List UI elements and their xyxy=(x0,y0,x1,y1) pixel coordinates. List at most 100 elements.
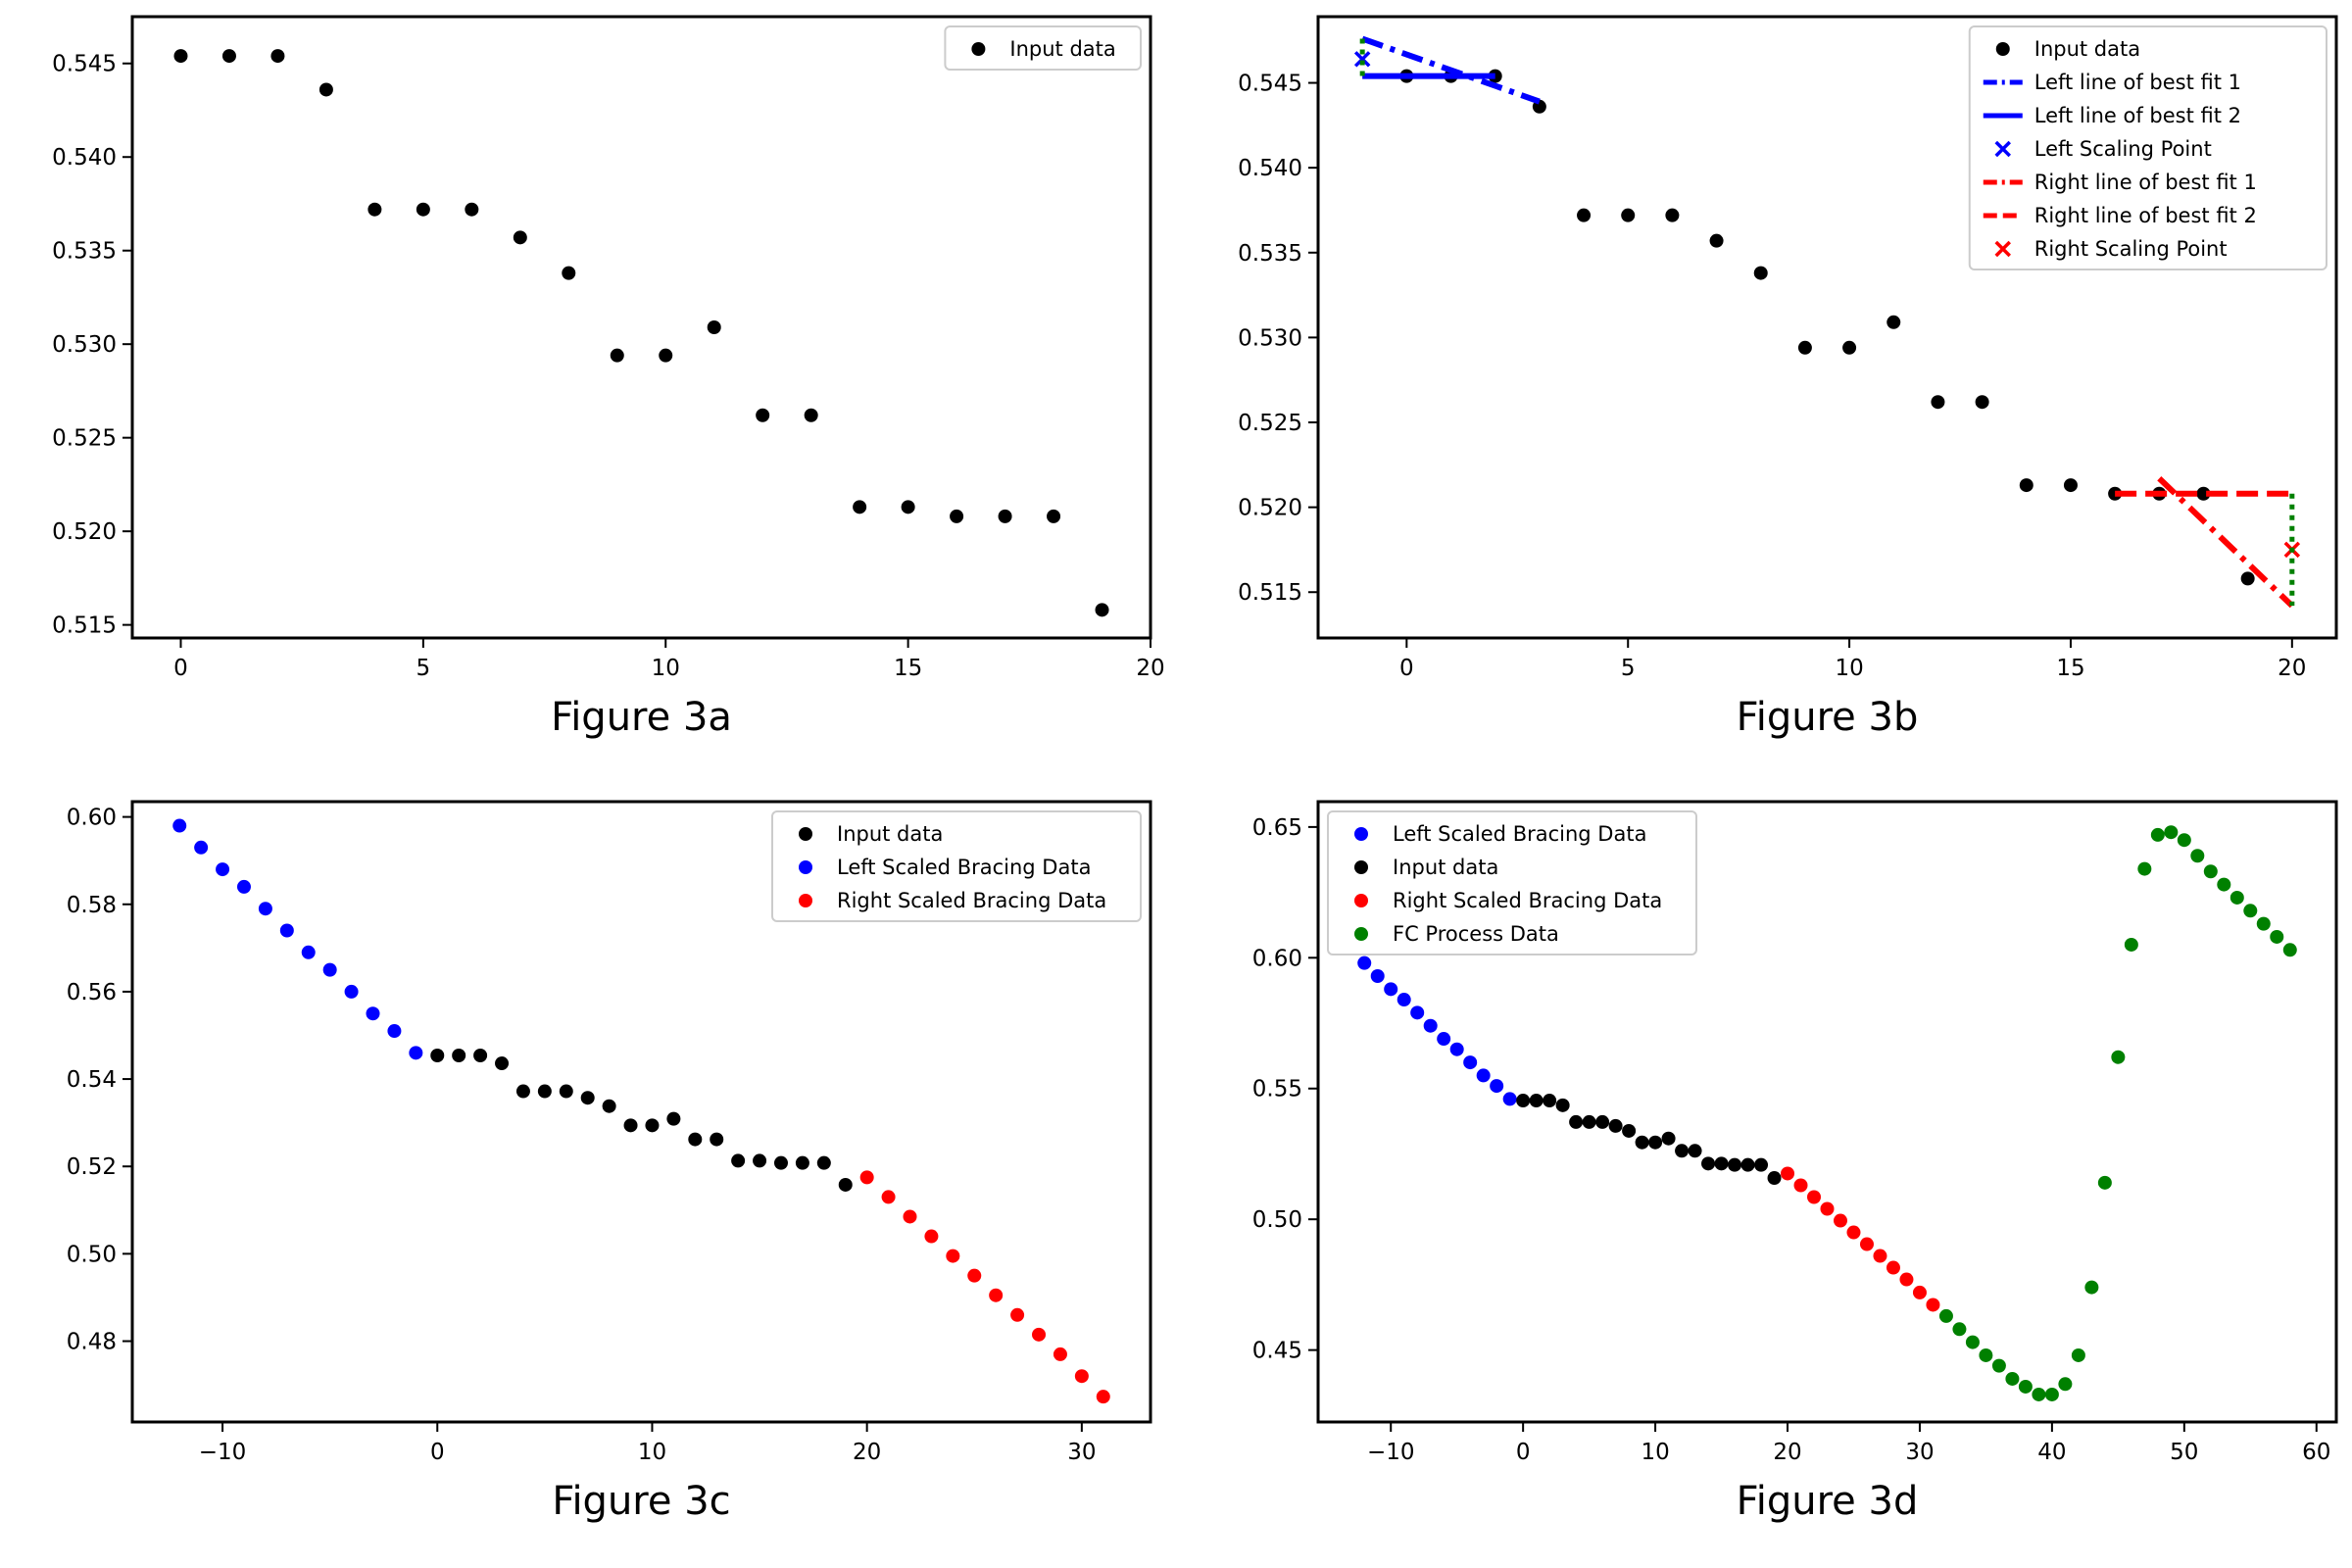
input-data-point xyxy=(1886,315,1901,329)
input-data-point xyxy=(2240,571,2255,586)
right-scaled-bracing-data-point xyxy=(924,1229,939,1244)
legend-label-input-data: Input data xyxy=(837,822,943,846)
fc-process-data-point xyxy=(2177,833,2191,848)
right-scaled-bracing-data-point xyxy=(1010,1307,1025,1322)
input-data-point xyxy=(1661,1131,1676,1146)
input-data-point xyxy=(1577,208,1592,222)
fc-process-data-point xyxy=(2058,1377,2073,1392)
legend-swatch-right-scaled-bracing-data xyxy=(1354,894,1368,907)
x-tick-label: 5 xyxy=(416,656,431,681)
right-line-of-best-fit-1-line xyxy=(2157,476,2294,609)
left-scaled-bracing-data-point xyxy=(1423,1018,1438,1033)
input-data-point xyxy=(416,202,430,217)
y-tick-label: 0.535 xyxy=(1238,241,1302,267)
right-scaled-bracing-data-point xyxy=(1926,1298,1940,1312)
input-data-point xyxy=(1095,603,1109,617)
legend-box xyxy=(1968,25,2328,270)
x-tick-label: 20 xyxy=(2278,656,2306,681)
input-data-point xyxy=(270,49,285,64)
input-data-point xyxy=(773,1155,788,1170)
y-tick-label: 0.60 xyxy=(67,806,117,831)
x-tick-label: 10 xyxy=(1641,1440,1669,1465)
x-tick-label: 50 xyxy=(2170,1440,2198,1465)
left-scaled-bracing-data-point xyxy=(366,1006,380,1021)
fc-process-data-point xyxy=(2044,1387,2059,1401)
fc-process-data-point xyxy=(2071,1348,2085,1362)
input-data-point xyxy=(318,82,333,97)
input-data-point xyxy=(816,1155,831,1170)
fc-process-data-point xyxy=(2005,1371,2020,1386)
input-data-point xyxy=(756,408,770,422)
panel-title: Figure 3a xyxy=(551,695,732,740)
input-data-point xyxy=(1701,1156,1716,1171)
y-tick-label: 0.56 xyxy=(67,980,117,1005)
legend-swatch-left-scaled-bracing-data xyxy=(799,860,812,874)
y-tick-label: 0.45 xyxy=(1252,1339,1302,1364)
input-data-point xyxy=(1709,233,1724,248)
input-data-point xyxy=(795,1155,809,1170)
left-scaled-bracing-data-point xyxy=(322,962,337,977)
x-tick-label: 10 xyxy=(652,656,680,681)
x-tick-label: 20 xyxy=(1773,1440,1801,1465)
input-data-point xyxy=(1675,1144,1690,1158)
input-data-point xyxy=(368,202,382,217)
x-tick-label: 10 xyxy=(638,1440,666,1465)
input-data-point xyxy=(610,348,624,363)
right-scaled-bracing-data-point xyxy=(1912,1285,1927,1299)
panel-title: Figure 3c xyxy=(552,1479,730,1524)
x-tick-label: 0 xyxy=(1399,656,1414,681)
input-data-point xyxy=(1754,1157,1769,1172)
right-scaled-bracing-data-point xyxy=(989,1288,1004,1302)
right-scaled-bracing-data-point xyxy=(881,1190,896,1204)
input-data-point xyxy=(645,1118,660,1133)
legend-label-right-line-of-best-fit-2: Right line of best fit 2 xyxy=(2034,204,2257,227)
input-data-point xyxy=(495,1056,510,1071)
input-data-point xyxy=(1047,509,1061,523)
input-data-point xyxy=(1516,1094,1531,1108)
input-data-point xyxy=(1622,1123,1637,1138)
panel-figure-3a: 0 5 10 15 20 0.515 0.520 0.525 0.530 0.535 0.540 0.… xyxy=(52,15,1165,740)
fc-process-data-point xyxy=(2217,877,2231,892)
left-scaled-bracing-data-point xyxy=(1502,1092,1517,1106)
left-scaled-bracing-data-point xyxy=(344,984,359,999)
input-data-point xyxy=(623,1118,638,1133)
input-data-point xyxy=(1555,1098,1570,1112)
fc-process-data-point xyxy=(1965,1335,1980,1349)
input-data-point xyxy=(513,230,527,245)
left-scaled-bracing-data-point xyxy=(1437,1032,1451,1047)
input-data-point xyxy=(1975,395,1989,410)
legend-label-input-data: Input data xyxy=(1009,37,1115,61)
x-tick-label: 10 xyxy=(1835,656,1863,681)
legend-label-fc-process-data: FC Process Data xyxy=(1393,922,1559,946)
legend-label-left-scaled-bracing-data: Left Scaled Bracing Data xyxy=(837,856,1091,879)
y-tick-label: 0.520 xyxy=(1238,496,1302,521)
panel-figure-3b: 0 5 10 15 20 0.515 0.520 0.525 0.530 0.535 0.540 0.… xyxy=(1238,15,2338,740)
y-tick-label: 0.55 xyxy=(1252,1077,1302,1102)
fc-process-data-point xyxy=(2282,943,2297,957)
legend-swatch-left-scaling-point xyxy=(1994,140,2011,158)
right-scaled-bracing-data-point xyxy=(1781,1166,1795,1181)
legend: Input data xyxy=(944,25,1143,71)
legend-swatch-input-data xyxy=(799,827,812,841)
y-tick-label: 0.58 xyxy=(67,893,117,918)
right-scaled-bracing-data-point xyxy=(1833,1213,1847,1228)
y-tick-label: 0.50 xyxy=(1252,1207,1302,1233)
fc-process-data-point xyxy=(2018,1379,2033,1394)
panel-title: Figure 3b xyxy=(1737,695,1919,740)
left-scaled-bracing-data-point xyxy=(1449,1042,1464,1056)
x-tick-label: 15 xyxy=(2056,656,2084,681)
right-scaled-bracing-data-point xyxy=(1873,1249,1887,1263)
left-line-of-best-fit-1-line xyxy=(1361,35,1541,105)
y-tick-label: 0.52 xyxy=(67,1154,117,1180)
legend-label-right-scaling-point: Right Scaling Point xyxy=(2034,237,2228,261)
input-data-point xyxy=(173,49,188,64)
plot-area xyxy=(1353,35,2301,609)
panel-title: Figure 3d xyxy=(1737,1479,1919,1524)
input-data-point xyxy=(1543,1094,1557,1108)
fc-process-data-point xyxy=(2243,904,2258,918)
legend-label-input-data: Input data xyxy=(2034,37,2140,61)
input-data-point xyxy=(1595,1114,1610,1129)
fc-process-data-point xyxy=(2097,1175,2112,1190)
axes-frame xyxy=(130,800,1152,1424)
legend-label-right-scaled-bracing-data: Right Scaled Bracing Data xyxy=(1393,889,1662,912)
